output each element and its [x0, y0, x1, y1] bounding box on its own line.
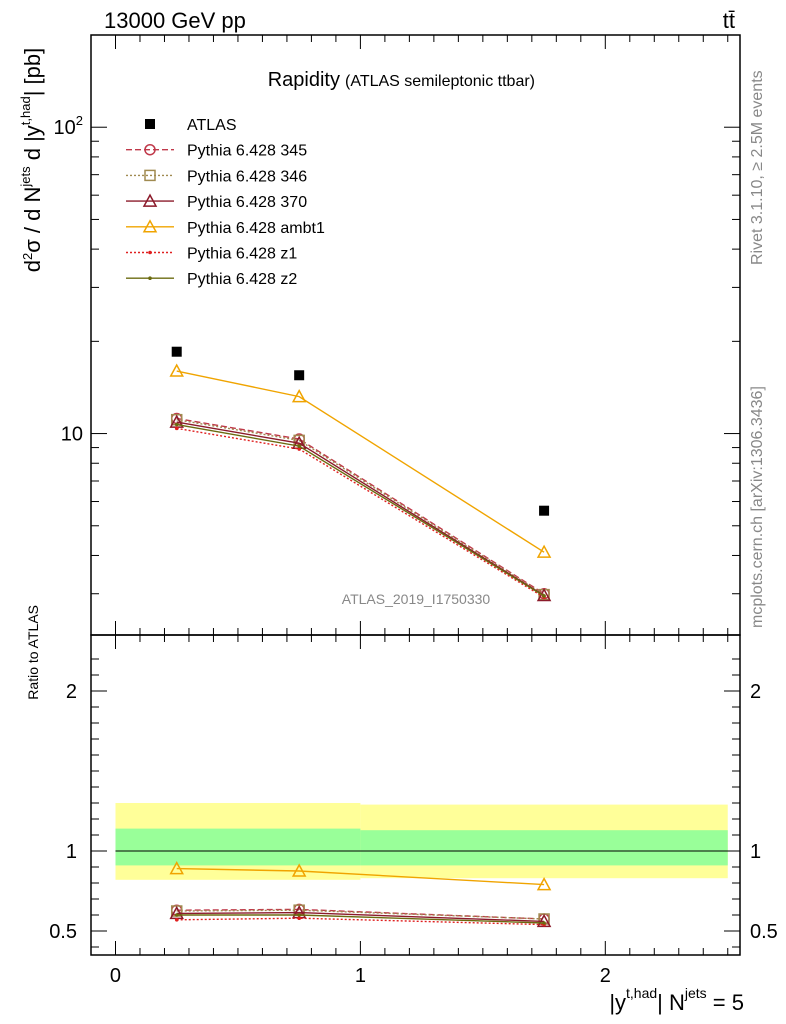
- uncertainty-band-inner: [115, 828, 361, 866]
- x-tick-label: 1: [355, 965, 366, 987]
- y-tick-label-right: 1: [750, 841, 761, 863]
- legend-label-pythia-6-428-345: Pythia 6.428 345: [187, 143, 307, 160]
- series-line-pythia-6-428-ambt1: [176, 370, 545, 553]
- ratio-point-pythia-6-428-370: [536, 913, 552, 928]
- legend-marker-pythia-6-428-346: [144, 169, 156, 182]
- ratio-point-pythia-6-428-ambt1: [169, 861, 184, 875]
- ratio-point-pythia-6-428-z2: [297, 913, 301, 917]
- legend-label-pythia-6-428-370: Pythia 6.428 370: [187, 194, 307, 211]
- data-point-atlas: [171, 346, 182, 357]
- data-point-pythia-6-428-ambt1: [169, 363, 184, 377]
- series-line-pythia-6-428-346: [176, 418, 545, 596]
- legend-label-pythia-6-428-346: Pythia 6.428 346: [187, 168, 307, 185]
- legend-marker-pythia-6-428-z2: [148, 276, 152, 281]
- data-point-pythia-6-428-z2: [542, 594, 546, 598]
- ratio-line-pythia-6-428-370: [176, 911, 545, 923]
- data-point-pythia-6-428-z1: [174, 426, 179, 431]
- legend-label-pythia-6-428-ambt1: Pythia 6.428 ambt1: [187, 220, 325, 237]
- y-tick-label: 10: [61, 424, 83, 446]
- main-y-axis-label: d2σ / d Njets d |yt,had| [pb]: [18, 48, 45, 273]
- data-point-pythia-6-428-ambt1: [536, 544, 552, 558]
- ratio-line-pythia-6-428-345: [176, 908, 545, 920]
- y-tick-label-right: 2: [750, 681, 761, 703]
- series-line-pythia-6-428-370: [176, 421, 545, 597]
- chart-title: Rapidity: [268, 69, 340, 91]
- x-tick-label: 2: [600, 965, 611, 987]
- legend-label-atlas: ATLAS: [187, 117, 237, 134]
- ratio-point-pythia-6-428-ambt1: [291, 863, 307, 877]
- uncertainty-band-inner: [360, 830, 728, 866]
- ratio-frame: [90, 634, 741, 956]
- energy-label: 13000 GeV pp: [104, 8, 246, 33]
- ratio-y-axis-label: Ratio to ATLAS: [25, 605, 41, 700]
- chart-subtitle: (ATLAS semileptonic ttbar): [345, 73, 535, 90]
- legend-marker-pythia-6-428-345: [144, 143, 156, 156]
- legend-marker-atlas: [145, 119, 155, 129]
- ratio-point-pythia-6-428-z1: [174, 918, 179, 922]
- y-tick-label: 102: [54, 113, 83, 139]
- x-axis-label: |yt,had| Njets = 5: [609, 985, 744, 1015]
- legend-label-pythia-6-428-z2: Pythia 6.428 z2: [187, 271, 297, 288]
- ratio-point-pythia-6-428-z2: [542, 921, 546, 925]
- ratio-line-pythia-6-428-z1: [176, 917, 545, 926]
- ratio-line-pythia-6-428-346: [176, 909, 545, 920]
- rivet-label: Rivet 3.1.10, ≥ 2.5M events: [749, 70, 766, 265]
- ratio-panel: 0 1 2 0.5 0.5 1 1 2 2: [49, 634, 778, 987]
- data-point-atlas: [539, 505, 550, 516]
- series-line-pythia-6-428-345: [176, 417, 545, 595]
- data-point-pythia-6-428-z1: [297, 447, 301, 451]
- data-point-pythia-6-428-z2: [297, 444, 301, 448]
- ratio-point-pythia-6-428-z2: [174, 913, 179, 917]
- data-point-pythia-6-428-z2: [174, 422, 179, 427]
- ratio-point-pythia-6-428-ambt1: [536, 877, 552, 891]
- y-tick-label: 2: [66, 681, 77, 703]
- analysis-id: ATLAS_2019_I1750330: [342, 591, 491, 607]
- y-tick-label-right: 0.5: [750, 921, 778, 943]
- data-point-atlas: [294, 370, 305, 381]
- legend-marker-pythia-6-428-z1: [148, 250, 152, 255]
- legend-label-pythia-6-428-z1: Pythia 6.428 z1: [187, 246, 297, 263]
- y-tick-label: 1: [66, 841, 77, 863]
- main-panel: 10 102 ATLAS Pythia 6.428 345 Pythia 6.428 3…: [54, 34, 741, 955]
- legend-marker-pythia-6-428-ambt1: [142, 219, 158, 233]
- ratio-point-pythia-6-428-z1: [297, 916, 301, 920]
- series-line-pythia-6-428-z1: [176, 427, 545, 598]
- data-point-pythia-6-428-ambt1: [291, 389, 307, 403]
- series-line-pythia-6-428-z2: [176, 423, 545, 597]
- ratio-line-pythia-6-428-ambt1: [176, 867, 545, 886]
- y-tick-label: 0.5: [49, 921, 77, 943]
- legend-marker-pythia-6-428-370: [142, 193, 158, 207]
- process-label: tt̄: [723, 8, 735, 33]
- x-tick-label: 0: [110, 965, 121, 987]
- mcplots-label: mcplots.cern.ch [arXiv:1306.3436]: [749, 386, 766, 628]
- data-point-pythia-6-428-370: [536, 587, 552, 602]
